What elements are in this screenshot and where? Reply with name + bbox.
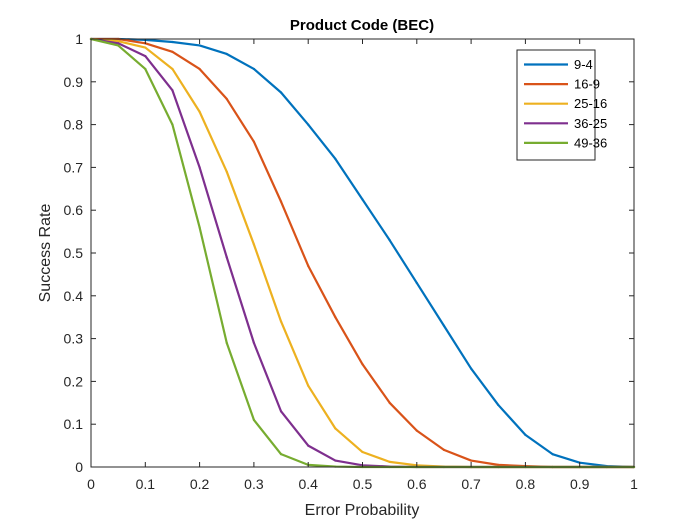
legend-item: 16-9 bbox=[524, 77, 600, 92]
data-point bbox=[171, 89, 174, 92]
legend-label: 36-25 bbox=[574, 116, 607, 131]
x-tick-label: 0.2 bbox=[190, 476, 210, 492]
data-point bbox=[307, 384, 310, 387]
y-tick-label: 0.3 bbox=[64, 331, 84, 347]
data-point bbox=[361, 198, 364, 201]
legend-item: 9-4 bbox=[524, 57, 593, 72]
legend-item: 36-25 bbox=[524, 116, 607, 131]
data-point bbox=[279, 200, 283, 203]
y-tick-label: 0.6 bbox=[64, 202, 84, 218]
legend-item: 49-36 bbox=[524, 135, 607, 150]
data-point bbox=[442, 448, 446, 451]
y-tick-label: 1 bbox=[75, 31, 83, 47]
y-tick-label: 0 bbox=[75, 459, 83, 475]
data-point bbox=[279, 453, 283, 456]
data-point bbox=[470, 367, 473, 370]
data-point bbox=[388, 239, 391, 242]
data-point bbox=[252, 243, 255, 246]
x-axis-label: Error Probability bbox=[305, 502, 420, 519]
data-point bbox=[198, 226, 201, 229]
x-tick-label: 0.6 bbox=[407, 476, 427, 492]
data-point bbox=[279, 320, 283, 323]
data-point bbox=[307, 444, 310, 447]
data-point bbox=[225, 52, 228, 56]
x-tick-label: 0.9 bbox=[570, 476, 590, 492]
data-point bbox=[334, 459, 337, 462]
legend-label: 49-36 bbox=[574, 135, 607, 150]
data-point bbox=[252, 140, 255, 143]
x-tick-label: 0.3 bbox=[244, 476, 264, 492]
data-point bbox=[334, 316, 337, 319]
data-point bbox=[225, 170, 228, 173]
data-point bbox=[497, 463, 500, 466]
y-tick-label: 0.9 bbox=[64, 74, 84, 90]
x-tick-label: 0.4 bbox=[298, 476, 318, 492]
legend-label: 9-4 bbox=[574, 57, 593, 72]
data-point bbox=[470, 459, 473, 462]
data-point bbox=[171, 50, 174, 53]
data-point bbox=[225, 97, 228, 101]
data-point bbox=[415, 429, 418, 432]
data-point bbox=[144, 67, 147, 71]
data-point bbox=[198, 166, 201, 169]
data-point bbox=[171, 40, 174, 44]
data-point bbox=[171, 67, 174, 71]
x-tick-label: 0.1 bbox=[136, 476, 156, 492]
data-point bbox=[279, 410, 283, 413]
data-point bbox=[551, 453, 554, 456]
data-point bbox=[117, 40, 120, 43]
y-tick-label: 0.4 bbox=[64, 288, 84, 304]
y-tick-label: 0.7 bbox=[64, 159, 84, 175]
data-point bbox=[361, 450, 364, 454]
y-tick-label: 0.2 bbox=[64, 373, 84, 389]
data-point bbox=[307, 123, 310, 126]
data-point bbox=[117, 42, 120, 45]
y-tick-label: 0.1 bbox=[64, 416, 84, 432]
x-tick-label: 1 bbox=[630, 476, 638, 492]
data-point bbox=[225, 256, 228, 259]
data-point bbox=[198, 110, 201, 113]
x-tick-label: 0 bbox=[87, 476, 95, 492]
data-point bbox=[198, 44, 201, 47]
data-point bbox=[307, 264, 310, 267]
data-point bbox=[415, 281, 418, 285]
data-point bbox=[388, 401, 391, 404]
data-point bbox=[225, 341, 228, 344]
data-point bbox=[334, 157, 337, 160]
data-point bbox=[442, 324, 446, 327]
x-tick-label: 0.5 bbox=[353, 476, 373, 492]
legend: 9-4 16-9 25-16 36-25 49-36 bbox=[516, 49, 607, 161]
data-point bbox=[198, 67, 201, 71]
data-point bbox=[252, 418, 255, 422]
data-point bbox=[334, 427, 337, 430]
data-point bbox=[497, 403, 500, 407]
x-tick-label: 0.7 bbox=[461, 476, 481, 492]
data-point bbox=[252, 67, 255, 71]
data-point bbox=[279, 91, 283, 94]
data-point bbox=[171, 123, 174, 126]
data-point bbox=[144, 55, 147, 58]
data-point bbox=[144, 46, 147, 49]
y-axis-label: Success Rate bbox=[37, 204, 54, 303]
legend-label: 25-16 bbox=[574, 96, 607, 111]
legend-box bbox=[516, 49, 596, 161]
y-tick-label: 0.8 bbox=[64, 117, 84, 133]
data-point bbox=[361, 363, 364, 366]
legend-item: 25-16 bbox=[524, 96, 607, 111]
x-tick-label: 0.8 bbox=[516, 476, 536, 492]
legend-label: 16-9 bbox=[574, 77, 600, 92]
data-point bbox=[524, 433, 527, 436]
ticks-layer: 0 0.1 0.2 0.3 0.4 0.5 0.6 0.7 0.8 0.9 1 0 0.1 0.2 0.3 0… bbox=[64, 31, 639, 492]
data-point bbox=[117, 44, 120, 47]
data-point bbox=[388, 460, 391, 463]
y-tick-label: 0.5 bbox=[64, 245, 84, 261]
chart-title: Product Code (BEC) bbox=[290, 17, 434, 34]
data-point bbox=[252, 341, 255, 344]
